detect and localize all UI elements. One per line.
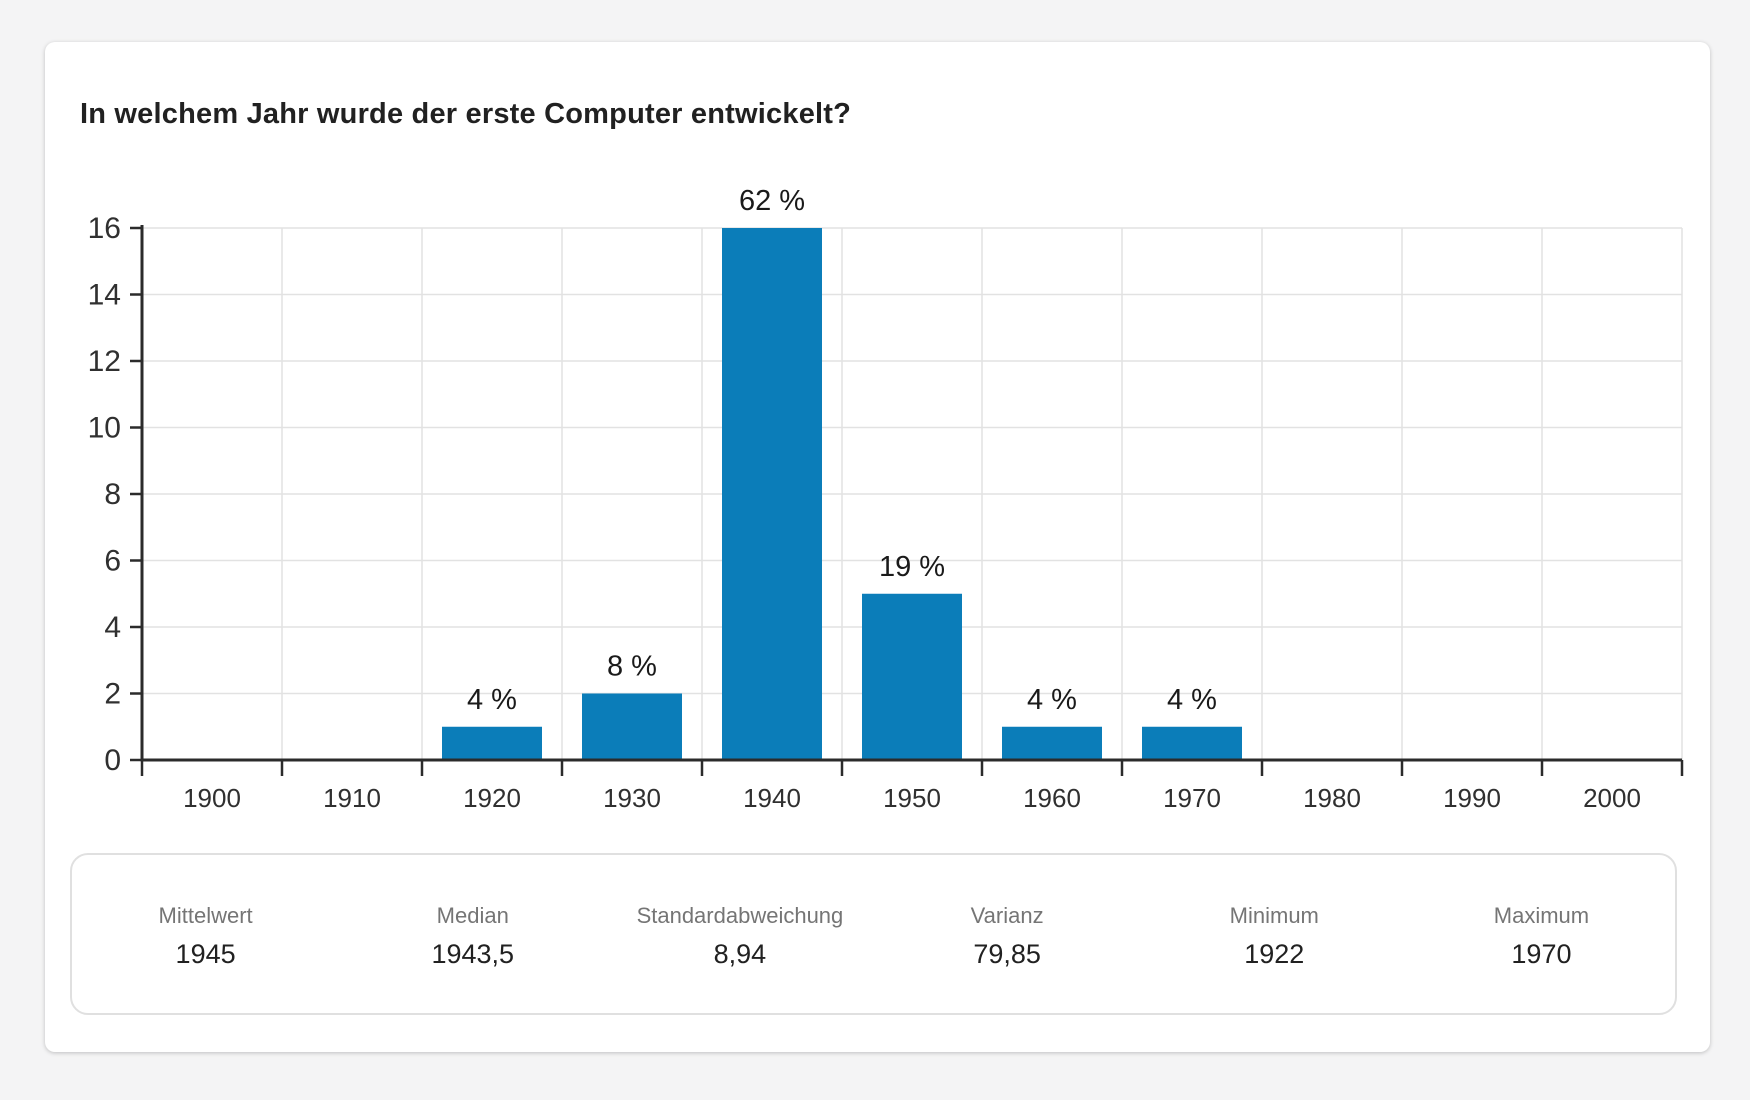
bar-1920 xyxy=(442,726,542,760)
histogram-chart: 4 % 8 % 62 % 19 % 4 % 4 % 1900 1910 1920 1930 1940… xyxy=(88,185,1684,813)
bar-value-label: 62 % xyxy=(739,185,805,217)
y-tick-label: 6 xyxy=(104,545,121,578)
y-tick-label: 4 xyxy=(104,611,121,644)
stat-value: 1970 xyxy=(1511,939,1572,969)
stat-maximum: Maximum 1970 xyxy=(1408,855,1675,970)
stat-value: 1943,5 xyxy=(431,939,515,969)
y-tick-label: 10 xyxy=(88,412,121,445)
y-tick-label: 14 xyxy=(88,279,121,312)
stat-value: 8,94 xyxy=(713,939,767,969)
stat-label: Median xyxy=(436,903,509,928)
y-tick-label: 16 xyxy=(88,212,121,245)
bar-value-label: 8 % xyxy=(607,651,657,683)
bar-value-label: 4 % xyxy=(1027,684,1077,716)
y-tick-label: 2 xyxy=(104,678,121,711)
stats-panel: Mittelwert 1945 Median 1943,5 Standardab… xyxy=(70,853,1677,1015)
bar-value-label: 4 % xyxy=(467,684,517,716)
stat-mittelwert: Mittelwert 1945 xyxy=(72,855,339,970)
bar-1960 xyxy=(1002,726,1102,760)
x-tick-label: 1930 xyxy=(603,783,661,813)
y-tick-label: 0 xyxy=(104,744,121,777)
x-tick-label: 1970 xyxy=(1163,783,1221,813)
stat-minimum: Minimum 1922 xyxy=(1141,855,1408,970)
results-card: In welchem Jahr wurde der erste Computer… xyxy=(45,42,1710,1052)
stat-varianz: Varianz 79,85 xyxy=(874,855,1141,970)
x-tick-label: 1940 xyxy=(743,783,801,813)
x-tick-label: 1980 xyxy=(1303,783,1361,813)
bar-1950 xyxy=(862,593,962,760)
x-tick-label: 1910 xyxy=(323,783,381,813)
bar-value-label: 4 % xyxy=(1167,684,1217,716)
bar-value-label: 19 % xyxy=(879,551,945,583)
stat-value: 79,85 xyxy=(973,939,1041,969)
stat-value: 1922 xyxy=(1244,939,1305,969)
bar-1970 xyxy=(1142,726,1242,760)
stat-label: Varianz xyxy=(970,903,1044,928)
stat-label: Standardabweichung xyxy=(636,903,844,928)
stat-standardabweichung: Standardabweichung 8,94 xyxy=(606,855,873,970)
x-tick-label: 1920 xyxy=(463,783,521,813)
x-tick-label: 2000 xyxy=(1583,783,1641,813)
x-tick-label: 1900 xyxy=(183,783,241,813)
y-tick-label: 12 xyxy=(88,345,121,378)
x-tick-label: 1960 xyxy=(1023,783,1081,813)
question-title: In welchem Jahr wurde der erste Computer… xyxy=(80,98,852,130)
stat-label: Mittelwert xyxy=(158,903,253,928)
x-tick-label: 1950 xyxy=(883,783,941,813)
stat-label: Minimum xyxy=(1229,903,1319,928)
bar-1940 xyxy=(722,228,822,760)
stat-label: Maximum xyxy=(1493,903,1590,928)
x-tick-label: 1990 xyxy=(1443,783,1501,813)
stat-median: Median 1943,5 xyxy=(339,855,606,970)
stat-value: 1945 xyxy=(175,939,236,969)
bar-1930 xyxy=(582,693,682,760)
y-tick-label: 8 xyxy=(104,478,121,511)
